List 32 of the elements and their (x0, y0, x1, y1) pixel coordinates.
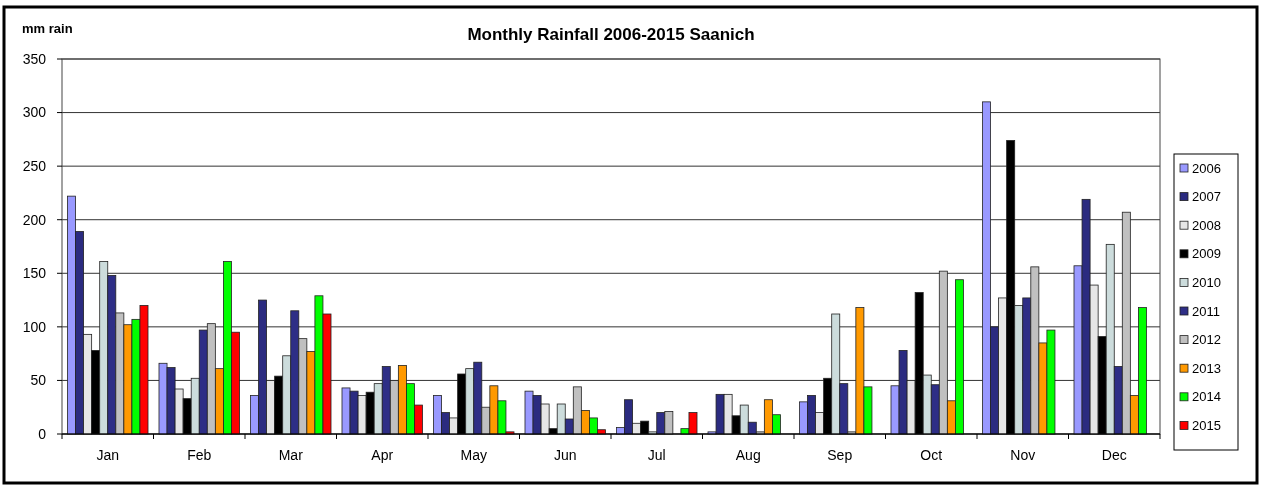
legend-label: 2012 (1192, 332, 1221, 348)
legend-label: 2009 (1192, 246, 1221, 262)
x-tick-label: Feb (187, 447, 212, 463)
x-tick-label: Dec (1101, 447, 1127, 463)
x-tick-label: May (460, 447, 487, 463)
x-tick-label: Apr (371, 447, 394, 463)
legend-label: 2008 (1192, 217, 1221, 233)
legend-label: 2014 (1192, 389, 1221, 405)
x-tick-label: Nov (1010, 447, 1036, 463)
y-tick-label: 300 (22, 104, 47, 121)
legend-label: 2015 (1192, 417, 1221, 433)
x-tick-label: Oct (920, 447, 943, 463)
x-tick-label: Jul (647, 447, 666, 463)
y-tick-label: 250 (22, 158, 47, 175)
legend-label: 2011 (1192, 303, 1220, 319)
y-tick-label: 150 (22, 265, 47, 282)
legend-label: 2007 (1192, 189, 1221, 205)
x-tick-label: Aug (735, 447, 761, 463)
y-tick-label: 350 (22, 50, 47, 67)
y-tick-label: 50 (30, 372, 47, 389)
x-tick-label: Mar (278, 447, 304, 463)
legend-label: 2006 (1192, 160, 1221, 176)
x-tick-label: Jan (96, 447, 120, 463)
y-tick-label: 200 (22, 211, 47, 228)
y-tick-label: 100 (22, 318, 47, 335)
legend-label: 2010 (1192, 274, 1221, 290)
y-axis-title: mm rain (22, 21, 73, 36)
y-tick-label: 0 (38, 425, 47, 442)
x-tick-label: Jun (553, 447, 577, 463)
chart-title: Monthly Rainfall 2006-2015 Saanich (467, 25, 755, 44)
legend-label: 2013 (1192, 360, 1221, 376)
x-tick-label: Sep (827, 447, 853, 463)
